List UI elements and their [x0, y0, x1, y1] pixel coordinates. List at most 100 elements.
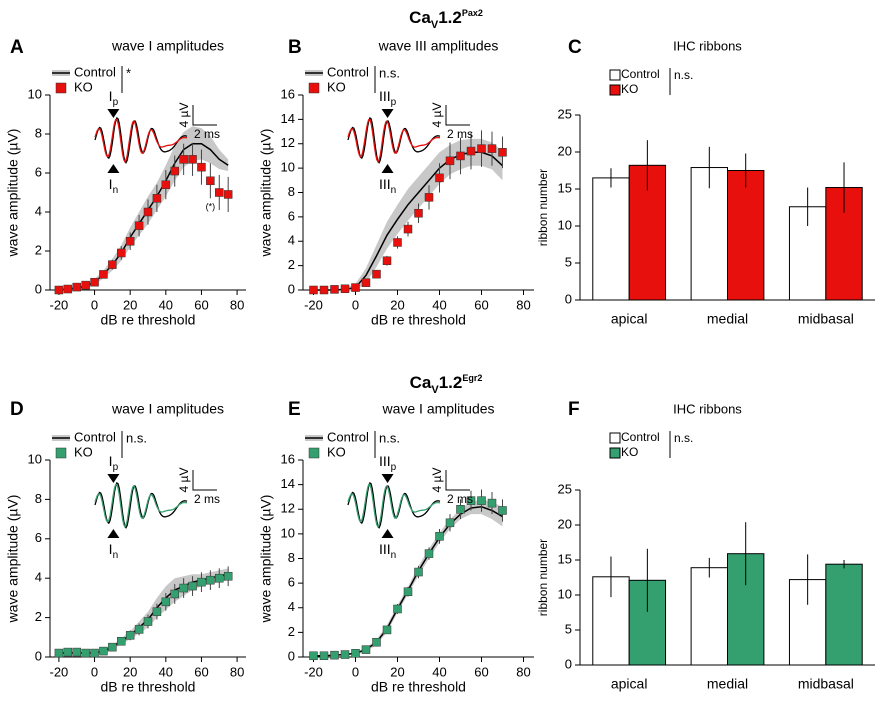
marker [445, 518, 455, 528]
y-tick-label: 4 [288, 233, 295, 248]
y-axis-label: ribbon number [536, 169, 550, 246]
x-tick-label: 0 [91, 664, 98, 679]
legend-label: KO [74, 444, 93, 459]
x-tick-label: medial [707, 311, 748, 327]
x-tick-label: 40 [159, 297, 173, 312]
x-tick-label: -20 [304, 297, 323, 312]
x-tick-label: -20 [50, 664, 69, 679]
peak-main: III [379, 453, 391, 469]
y-tick-label: 6 [35, 164, 42, 179]
x-tick-label: apical [611, 676, 648, 692]
marker [143, 207, 153, 217]
legend-label: Control [327, 64, 369, 79]
peak-triangle [381, 529, 394, 538]
scale-bar [445, 470, 470, 491]
peak-label: IIIp [379, 88, 397, 108]
legend-label: Control [327, 429, 369, 444]
x-tick-label: 80 [230, 664, 244, 679]
x-tick-label: midbasal [798, 311, 854, 327]
peak-label: IIIp [379, 453, 397, 473]
marker [456, 505, 465, 514]
peak-triangle [107, 164, 120, 173]
panel-letter: B [288, 37, 302, 58]
chart-title: wave I amplitudes [111, 401, 224, 417]
y-tick-label: 4 [288, 599, 295, 614]
marker [81, 280, 90, 290]
legend-label: KO [327, 444, 346, 459]
significance: * [126, 65, 131, 80]
marker [134, 221, 144, 230]
marker [125, 631, 135, 640]
y-tick-label: 6 [35, 530, 42, 545]
panel-letter: E [288, 399, 301, 420]
marker [466, 146, 476, 156]
y-tick-label: 25 [558, 481, 572, 496]
x-tick-label: 60 [474, 664, 488, 679]
inset-trace [347, 117, 441, 164]
y-tick-label: 0 [565, 291, 572, 306]
chart-title: IHC ribbons [673, 38, 742, 53]
marker [477, 144, 486, 153]
marker [188, 581, 197, 591]
annotation: (*) [206, 202, 216, 212]
inset-trace [94, 482, 188, 529]
x-axis-label: dB re threshold [101, 312, 196, 328]
marker [403, 224, 413, 234]
marker [372, 637, 381, 647]
inset-trace [347, 483, 441, 528]
y-tick-label: 0 [35, 648, 42, 663]
bar [592, 177, 630, 301]
marker [319, 285, 329, 295]
marker [117, 248, 126, 258]
peak-main: I [109, 541, 113, 557]
marker [498, 148, 507, 157]
marker [435, 532, 444, 541]
heading-sub: V [431, 19, 439, 31]
panel-letter: C [568, 37, 582, 58]
peak-label: IIIn [379, 541, 396, 561]
peak-main: I [109, 176, 113, 192]
peak-label: Ip [109, 453, 119, 473]
marker [63, 647, 73, 657]
y-tick-label: 15 [558, 551, 572, 566]
marker [134, 625, 144, 634]
marker [108, 260, 117, 269]
scale-y-label: 4 µV [177, 103, 191, 128]
x-tick-label: 40 [432, 297, 446, 312]
marker [161, 180, 171, 189]
y-tick-label: 0 [565, 656, 572, 671]
legend-swatch [609, 84, 621, 96]
marker [361, 278, 371, 287]
heading-sup: Egr2 [462, 373, 482, 383]
marker [223, 190, 233, 199]
marker [63, 284, 73, 294]
marker [330, 285, 339, 294]
y-tick-label: 20 [558, 516, 572, 531]
x-tick-label: 60 [194, 664, 208, 679]
peak-main: I [109, 453, 113, 469]
marker [161, 597, 171, 607]
bar [727, 170, 765, 301]
peak-triangle [381, 474, 394, 483]
y-tick-label: 4 [35, 203, 42, 218]
peak-sub: p [113, 97, 119, 108]
peak-label: In [109, 176, 118, 196]
marker [403, 587, 413, 596]
scale-x-label: 2 ms [194, 492, 220, 506]
marker [424, 193, 434, 202]
y-tick-label: 2 [288, 624, 295, 639]
legend-label: Control [621, 67, 660, 81]
marker [90, 648, 99, 658]
significance: n.s. [379, 430, 400, 445]
peak-triangle [107, 529, 120, 538]
marker [414, 567, 423, 577]
peak-sub: p [113, 462, 119, 473]
y-tick-label: 8 [35, 491, 42, 506]
figure-heading: CaV1.2Egr2 [410, 373, 483, 396]
y-tick-label: 6 [288, 575, 295, 590]
marker [72, 282, 81, 292]
y-tick-label: 8 [288, 184, 295, 199]
legend-label: KO [327, 79, 346, 94]
legend-swatch [609, 447, 621, 459]
